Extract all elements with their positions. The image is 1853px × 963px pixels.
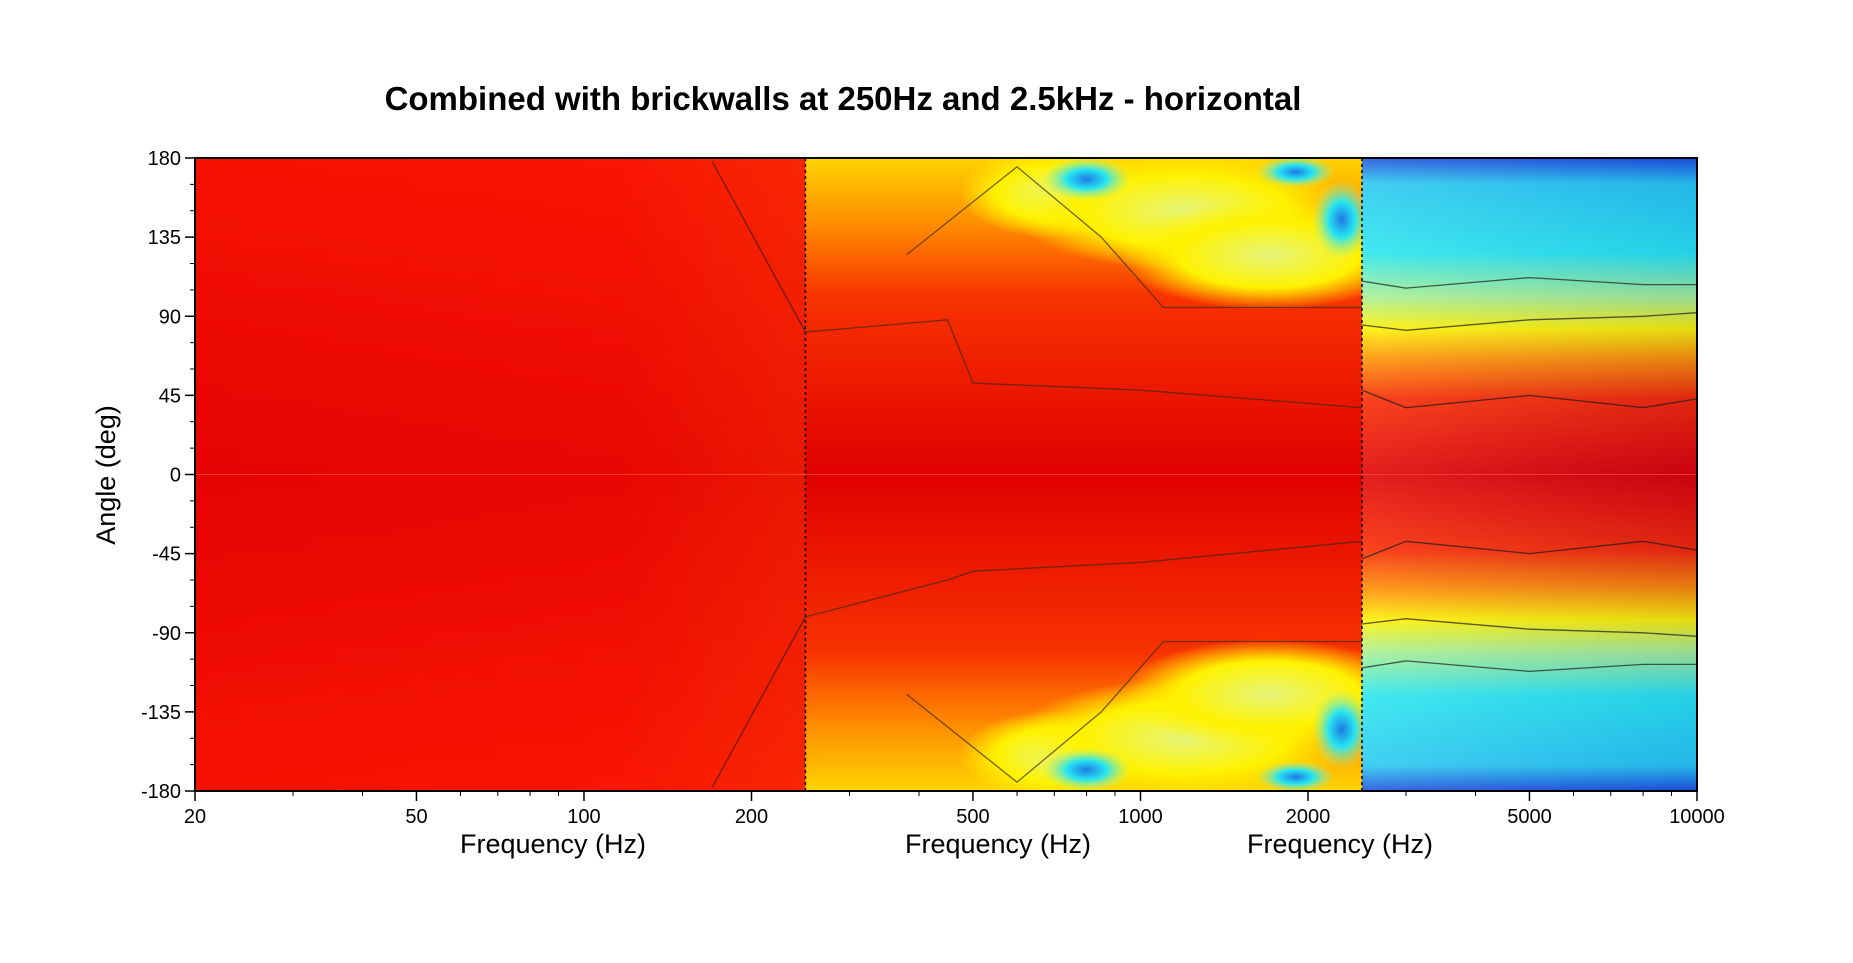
x-axis-title-segment-high: Frequency (Hz) — [1247, 829, 1433, 859]
heatmap-pocket — [1311, 689, 1372, 770]
x-axis-title-segment-mid: Frequency (Hz) — [905, 829, 1091, 859]
x-tick-label: 500 — [956, 806, 989, 828]
y-tick-label: -90 — [152, 623, 181, 645]
contour-line — [805, 540, 1362, 618]
contour-line — [1361, 540, 1697, 560]
contour-line — [711, 616, 806, 788]
y-tick-label: 90 — [159, 306, 181, 328]
x-tick-label: 1000 — [1118, 806, 1163, 828]
heatmap-pocket — [1041, 747, 1132, 791]
chart-title: Combined with brickwalls at 250Hz and 2.… — [385, 80, 1302, 117]
x-tick-label: 50 — [405, 806, 427, 828]
contour-line — [1361, 618, 1697, 637]
y-tick-label: -135 — [141, 702, 181, 724]
contour-line — [711, 161, 806, 333]
contour-line — [906, 640, 1362, 784]
contour-line — [1361, 660, 1697, 673]
y-tick-label: 135 — [148, 227, 181, 249]
y-axis-title: Angle (deg) — [91, 405, 121, 545]
x-tick-label: 2000 — [1286, 806, 1331, 828]
y-tick-label: 0 — [170, 465, 181, 487]
contour-line — [1361, 312, 1697, 331]
y-axis: 180 135 90 45 0 -45 -90 -135 -180 — [141, 148, 195, 803]
x-tick-label: 20 — [184, 806, 206, 828]
x-axis-title-segment-low: Frequency (Hz) — [460, 829, 646, 859]
contour-line — [906, 165, 1362, 309]
x-axis: 20 50 100 200 500 1000 2000 5000 10000 — [184, 791, 1725, 828]
heatmap-pocket — [1255, 760, 1336, 791]
plot-area — [195, 158, 1697, 791]
contour-line — [805, 319, 1362, 409]
x-tick-label: 10000 — [1669, 806, 1725, 828]
x-tick-label: 5000 — [1507, 806, 1552, 828]
y-tick-label: -180 — [141, 781, 181, 803]
y-tick-label: 180 — [148, 148, 181, 170]
heatmap-pocket — [1041, 158, 1132, 202]
y-tick-label: 45 — [159, 385, 181, 407]
heatmap-pocket — [1255, 158, 1336, 189]
contour-lines — [195, 161, 1697, 788]
contour-line — [1361, 276, 1697, 289]
y-tick-label: -45 — [152, 544, 181, 566]
x-tick-label: 100 — [567, 806, 600, 828]
x-tick-label: 200 — [735, 806, 768, 828]
heatmap-pocket — [1311, 179, 1372, 260]
heatmap-mid-features — [959, 158, 1419, 791]
contour-line — [1361, 389, 1697, 409]
